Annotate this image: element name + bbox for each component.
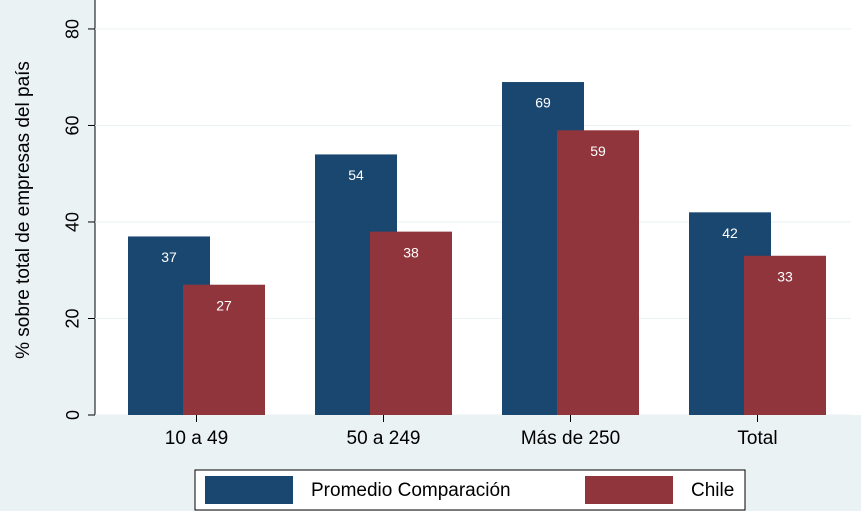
bar <box>183 284 265 415</box>
x-tick-label: 50 a 249 <box>347 428 421 449</box>
y-tick-label: 60 <box>63 115 83 135</box>
y-tick-label: 40 <box>63 212 83 232</box>
legend-label: Chile <box>691 480 734 501</box>
bar <box>744 255 826 415</box>
value-label: 42 <box>722 225 738 241</box>
bar <box>557 130 639 415</box>
value-label: 59 <box>590 143 606 159</box>
legend-swatch <box>585 476 673 504</box>
value-label: 54 <box>348 167 364 183</box>
value-label: 37 <box>161 249 177 265</box>
y-tick-label: 80 <box>63 19 83 39</box>
y-axis-label: % sobre total de empresas del país <box>13 61 34 359</box>
x-tick-label: 10 a 49 <box>165 428 228 449</box>
value-label: 33 <box>777 268 793 284</box>
value-label: 69 <box>535 95 551 111</box>
legend-label: Promedio Comparación <box>311 480 511 501</box>
x-tick-label: Total <box>737 428 777 449</box>
y-tick-label: 20 <box>63 308 83 328</box>
value-label: 27 <box>216 297 232 313</box>
x-tick-label: Más de 250 <box>521 428 620 449</box>
y-tick-label: 0 <box>63 410 83 420</box>
legend-swatch <box>205 476 293 504</box>
value-label: 38 <box>403 244 419 260</box>
bar <box>370 231 452 415</box>
